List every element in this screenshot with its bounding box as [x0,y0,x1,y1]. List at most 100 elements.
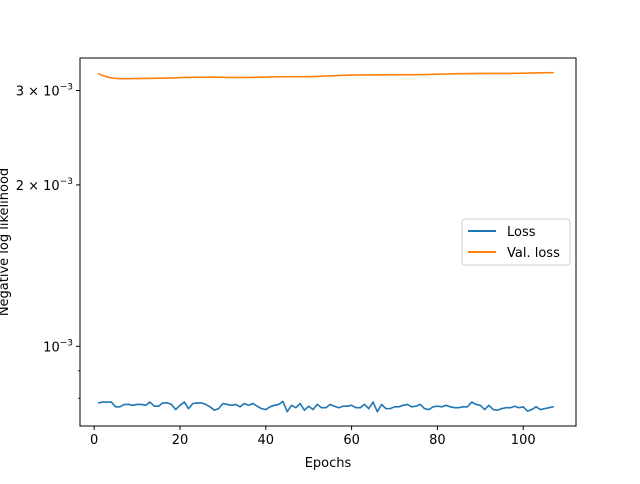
series-point-loss [492,408,494,411]
series-point-val-loss [213,76,215,78]
series-point-loss [179,404,181,407]
series-point-val-loss [192,76,194,79]
series-point-loss [393,406,396,408]
series-point-val-loss [505,72,507,75]
series-point-val-loss [114,77,117,80]
series-point-val-loss [368,74,370,76]
series-point-loss [363,403,366,406]
series-point-val-loss [144,77,147,80]
series-point-val-loss [363,74,366,76]
series-point-val-loss [415,73,417,76]
series-point-val-loss [295,76,297,78]
series-point-loss [526,410,529,412]
series-point-val-loss [243,76,246,79]
series-point-loss [200,402,203,404]
series-point-loss [496,409,499,411]
series-point-val-loss [277,76,280,78]
series-point-loss [119,406,121,408]
series-point-val-loss [449,73,451,75]
series-point-val-loss [432,73,434,76]
series-point-loss [402,404,404,407]
series-point-val-loss [423,73,426,76]
series-point-val-loss [458,73,460,75]
series-point-loss [350,404,353,407]
series-point-loss [355,407,357,409]
series-point-val-loss [402,73,404,76]
series-point-loss [102,401,104,403]
series-point-val-loss [119,78,121,80]
series-point-loss [174,408,177,411]
x-tick-label: 0 [90,433,98,448]
series-point-loss [436,405,439,407]
series-point-loss [299,402,301,405]
series-point-val-loss [380,74,383,76]
x-tick-label: 20 [172,433,189,448]
series-point-val-loss [526,72,529,74]
series-point-loss [479,404,482,407]
series-point-val-loss [209,76,211,78]
legend: Loss Val. loss [461,218,571,266]
series-point-loss [106,401,108,403]
series-point-val-loss [350,74,353,76]
series-point-loss [513,405,516,407]
axes-frame [79,57,577,427]
series-point-loss [539,408,542,411]
series-point-val-loss [445,73,447,75]
x-axis-ticks: 0 20 40 60 80 100 [90,426,536,448]
series-point-val-loss [372,74,374,76]
series-point-loss [239,406,241,408]
series-point-val-loss [196,76,198,78]
series-point-val-loss [162,77,164,79]
series-point-val-loss [346,74,349,76]
series-point-val-loss [488,72,490,75]
series-point-loss [282,400,284,403]
series-point-val-loss [149,77,151,80]
series-point-loss [531,408,533,411]
series-point-val-loss [303,75,306,78]
series-layer [97,71,554,413]
series-point-val-loss [312,75,314,78]
y-axis-ticks: 10−3 2 × 10−3 3 × 10−3 [16,83,80,399]
series-point-val-loss [286,76,288,78]
series-point-loss [475,403,477,406]
series-point-val-loss [217,76,220,78]
series-point-val-loss [136,77,138,80]
series-point-val-loss [226,76,228,79]
series-point-loss [252,402,254,405]
series-point-val-loss [492,72,494,75]
series-point-val-loss [543,72,546,74]
series-point-val-loss [333,75,336,77]
series-point-val-loss [127,78,130,80]
y-axis-label: Negative log likelihood [0,168,12,316]
series-point-loss [132,404,134,407]
series-point-loss [260,407,263,410]
series-point-loss [432,406,434,408]
series-point-val-loss [385,74,387,76]
series-point-loss [423,407,426,410]
series-point-val-loss [200,76,203,78]
series-point-loss [488,404,490,407]
series-point-val-loss [230,76,233,79]
series-point-val-loss [247,76,250,79]
legend-label-val-loss: Val. loss [507,246,560,261]
series-point-loss [368,407,370,410]
series-point-loss [428,408,430,411]
series-point-val-loss [548,71,550,74]
series-point-loss [97,402,100,404]
series-point-val-loss [436,73,439,75]
series-point-val-loss [483,72,486,75]
series-point-loss [522,406,524,408]
y-tick-label: 2 × 10−3 [16,177,73,194]
series-point-val-loss [205,76,207,78]
series-point-loss [483,408,486,411]
series-point-loss [505,407,507,409]
series-point-val-loss [110,77,113,79]
x-tick-label: 60 [343,433,360,448]
series-point-val-loss [329,75,331,77]
series-point-loss [410,406,413,408]
series-point-loss [329,403,331,406]
series-point-loss [380,403,383,406]
series-point-val-loss [539,72,542,74]
series-point-loss [471,401,473,403]
series-point-loss [196,402,198,404]
